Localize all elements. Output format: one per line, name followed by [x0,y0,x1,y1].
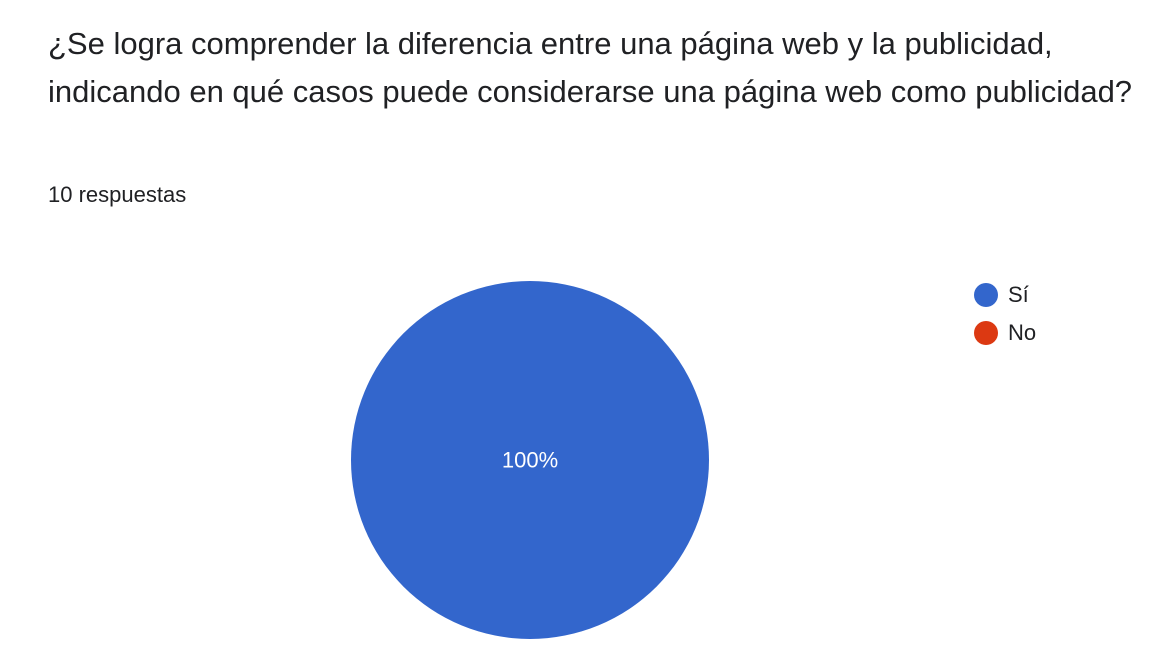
pie-slices [351,281,709,639]
pie-slice-si[interactable] [351,281,709,639]
chart-legend: Sí No [974,276,1036,352]
question-title: ¿Se logra comprender la diferencia entre… [48,26,1133,109]
pie-label-si: 100% [502,448,558,473]
legend-item-si[interactable]: Sí [974,276,1036,314]
legend-swatch-no [974,321,998,345]
legend-label-no: No [1008,320,1037,345]
legend-swatch-si [974,283,998,307]
response-count: 10 respuestas [48,182,187,207]
legend-item-no[interactable]: No [974,314,1036,352]
pie-data-labels: 100% [502,448,558,473]
legend-label-si: Sí [1008,282,1029,307]
